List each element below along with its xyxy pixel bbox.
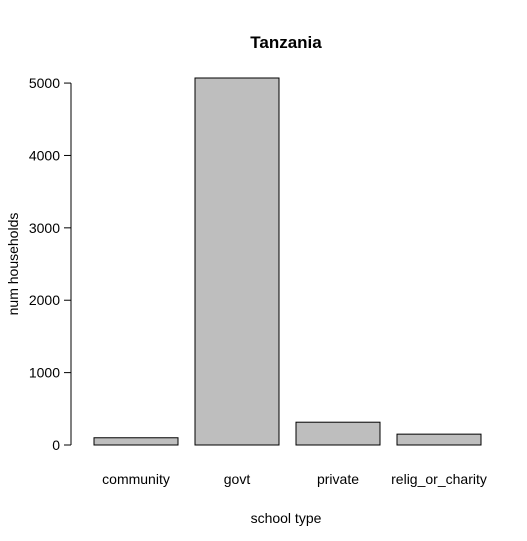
y-tick-label: 4000 bbox=[29, 147, 60, 163]
y-tick-label: 2000 bbox=[29, 292, 60, 308]
y-tick-label: 5000 bbox=[29, 75, 60, 91]
bar-community bbox=[94, 438, 178, 445]
x-tick-label: relig_or_charity bbox=[391, 471, 487, 487]
chart-title: Tanzania bbox=[250, 33, 322, 52]
bar-private bbox=[296, 422, 380, 445]
y-axis-title: num households bbox=[5, 213, 21, 316]
y-tick-label: 1000 bbox=[29, 365, 60, 381]
x-axis-title: school type bbox=[251, 510, 322, 526]
bar-govt bbox=[195, 78, 279, 445]
y-tick-label: 0 bbox=[52, 437, 60, 453]
y-tick-label: 3000 bbox=[29, 220, 60, 236]
bars-group bbox=[94, 78, 481, 445]
x-tick-label: govt bbox=[224, 471, 251, 487]
x-tick-label: private bbox=[317, 471, 359, 487]
x-tick-label: community bbox=[102, 471, 170, 487]
bar-relig-or-charity bbox=[397, 434, 481, 445]
x-axis-labels: community govt private relig_or_charity bbox=[102, 471, 487, 487]
y-axis: 0 1000 2000 3000 4000 5000 bbox=[29, 75, 71, 453]
